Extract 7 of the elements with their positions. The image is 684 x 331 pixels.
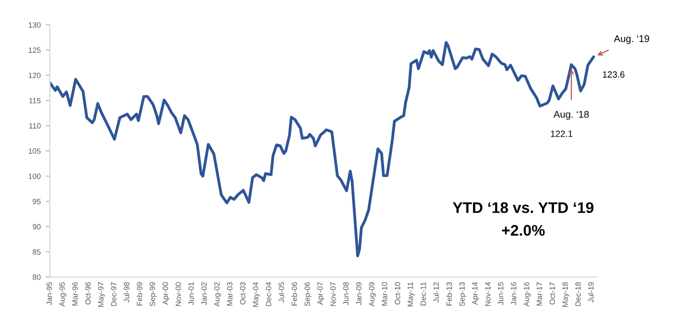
annotation: Aug. ‘19 — [614, 35, 650, 44]
line-series — [50, 41, 595, 258]
annotation: 122.1 — [550, 130, 572, 137]
annotation: YTD ‘18 vs. YTD ‘19 — [452, 202, 594, 214]
annotation: +2.0% — [502, 224, 545, 236]
text: 123.6 — [602, 71, 624, 78]
annotation: Aug. ‘18 — [554, 110, 589, 120]
